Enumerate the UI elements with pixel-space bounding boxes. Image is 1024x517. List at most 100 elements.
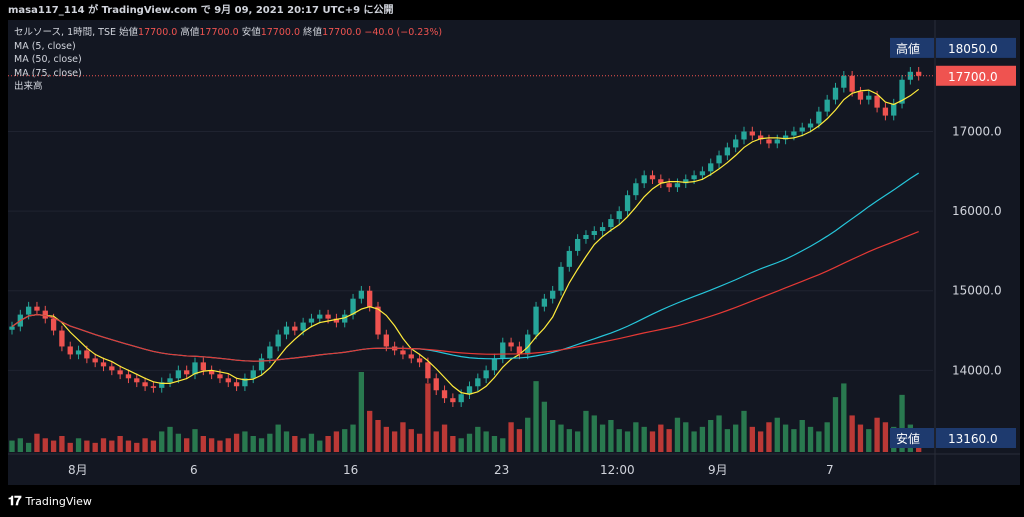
volume-bar (857, 424, 864, 452)
candle-body (159, 382, 165, 388)
volume-bar (807, 426, 814, 452)
volume-bar (491, 436, 498, 452)
candle-body (766, 139, 772, 144)
candle-body (350, 298, 356, 315)
candle-body (483, 370, 489, 379)
volume-bar (416, 433, 423, 452)
legend-close-label: 終値 (303, 27, 323, 38)
candle-body (9, 326, 15, 330)
volume-bar (225, 438, 231, 452)
volume-bar (350, 424, 356, 452)
volume-bar (649, 431, 656, 452)
volume-bar (882, 422, 889, 452)
volume-bar (533, 381, 539, 452)
candle-body (849, 75, 855, 92)
volume-bar (250, 436, 256, 452)
x-tick-label: 23 (494, 463, 509, 477)
legend-open-value: 17700.0 (138, 27, 178, 38)
candle-body (67, 346, 73, 355)
candle-body (683, 179, 689, 184)
candle-body (134, 378, 140, 383)
last-price-value: 17700.0 (948, 70, 998, 84)
y-tick-label: 17000.0 (952, 125, 1002, 139)
candle-body (150, 386, 157, 388)
candle-body (416, 358, 423, 363)
candle-body (832, 87, 839, 100)
candle-body (724, 147, 731, 156)
y-tick-label: 15000.0 (952, 284, 1002, 298)
legend-ma75[interactable]: MA (75, close) (14, 67, 82, 79)
volume-bar (450, 436, 456, 452)
volume-bar (866, 429, 872, 452)
candle-body (757, 135, 764, 140)
volume-bar (458, 438, 464, 452)
volume-bar (267, 433, 273, 452)
high-value: 18050.0 (948, 42, 998, 56)
volume-bar (599, 424, 606, 452)
candle-body (550, 290, 556, 299)
candle-body (807, 123, 814, 128)
candle-body (591, 231, 597, 235)
volume-bar (849, 415, 855, 452)
volume-bar (200, 436, 206, 452)
volume-bar (34, 433, 40, 452)
legend-ma50[interactable]: MA (50, close) (14, 54, 82, 65)
volume-bar (150, 440, 157, 452)
candle-body (208, 370, 215, 375)
volume-bar (317, 440, 323, 452)
candle-body (558, 266, 564, 291)
volume-bar (192, 429, 198, 452)
candle-body (649, 175, 656, 180)
candle-body (242, 378, 248, 387)
ma5-line (11, 88, 920, 395)
volume-bar (92, 442, 98, 452)
candle-body (475, 378, 481, 387)
volume-bar (59, 436, 65, 452)
volume-bar (774, 417, 780, 452)
volume-bar (50, 440, 57, 452)
candle-body (516, 346, 523, 355)
volume-bar (258, 438, 265, 452)
y-tick-label: 14000.0 (952, 363, 1002, 377)
candle-body (699, 171, 706, 176)
candle-body (225, 378, 231, 383)
x-tick-label: 12:00 (600, 463, 635, 477)
volume-bar (466, 433, 473, 452)
legend-main-line: セルソース, 1時間, TSE 始値17700.0 高値17700.0 安値17… (14, 26, 442, 40)
chart-legend: セルソース, 1時間, TSE 始値17700.0 高値17700.0 安値17… (14, 26, 442, 94)
volume-bar (483, 431, 489, 452)
candle-body (599, 227, 606, 232)
candle-body (749, 131, 755, 136)
volume-bar (367, 410, 373, 452)
volume-bar (624, 431, 631, 452)
candle-body (624, 195, 631, 212)
candle-body (450, 398, 456, 403)
last-price-box (936, 65, 1016, 86)
price-chart[interactable]: 17000.0 16000.0 15000.0 14000.0 高値 18050.0 177… (8, 20, 1020, 485)
candle-body (100, 362, 107, 367)
candle-body (375, 306, 381, 335)
candle-body (59, 330, 65, 347)
volume-bar (583, 410, 589, 452)
candle-body (258, 358, 265, 371)
low-label: 安値 (896, 431, 920, 446)
candle-body (300, 322, 306, 331)
volume-bar (766, 422, 772, 452)
legend-ma5[interactable]: MA (5, close) (14, 40, 76, 52)
volume-bar (75, 438, 82, 452)
candle-body (583, 235, 589, 239)
tradingview-footer[interactable]: 𝟏𝟕 TradingView (8, 494, 92, 509)
legend-volume[interactable]: 出来高 (14, 81, 43, 92)
candle-body (508, 342, 514, 347)
candle-body (283, 326, 290, 335)
candle-body (92, 358, 98, 363)
high-label-box (890, 37, 934, 58)
volume-bar (683, 422, 689, 452)
x-tick-label: 16 (343, 463, 358, 477)
volume-bar (475, 426, 481, 452)
candle-body (367, 290, 373, 307)
volume-bar (608, 420, 614, 452)
chart-area[interactable]: 17000.0 16000.0 15000.0 14000.0 高値 18050.0 177… (8, 20, 1020, 485)
candle-body (358, 290, 365, 299)
